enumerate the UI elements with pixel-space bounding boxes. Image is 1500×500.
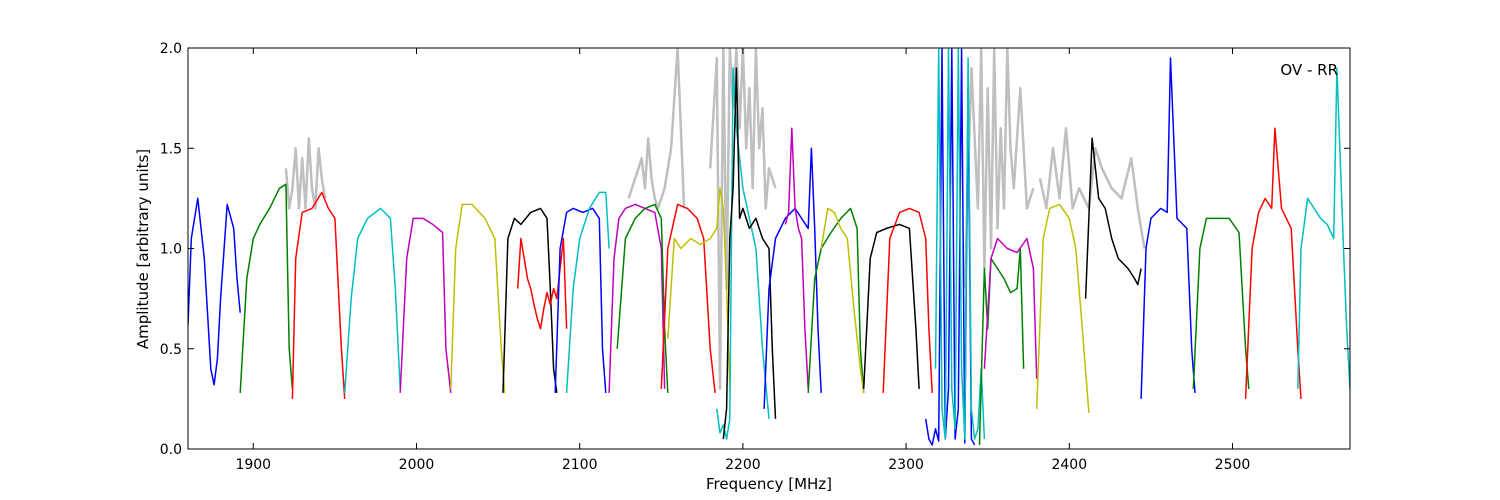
band-trace-3 <box>343 207 401 393</box>
reference-trace-3 <box>963 48 1035 289</box>
band-trace-8 <box>554 207 607 393</box>
band-trace-28 <box>1140 57 1196 399</box>
band-trace-6 <box>502 207 558 393</box>
band-trace-17 <box>784 127 809 389</box>
band-trace-27 <box>1084 137 1142 299</box>
y-tick-label: 1.0 <box>160 242 182 258</box>
band-trace-31 <box>1297 67 1350 389</box>
polarization-annotation: OV - RR <box>1280 61 1338 79</box>
band-trace-5 <box>450 203 506 393</box>
band-trace-14 <box>716 67 770 440</box>
band-trace-15 <box>722 67 777 440</box>
band-trace-20 <box>862 223 920 389</box>
x-tick-label: 2100 <box>562 457 598 473</box>
band-traces <box>188 48 1350 446</box>
band-trace-30 <box>1244 127 1302 399</box>
band-trace-24 <box>978 247 1025 446</box>
reference-trace-1 <box>627 48 686 210</box>
x-tick-label: 2300 <box>888 457 924 473</box>
x-tick-label: 2200 <box>725 457 761 473</box>
x-tick-label: 1900 <box>235 457 271 473</box>
band-trace-25 <box>983 237 1038 379</box>
x-tick-label: 2400 <box>1051 457 1087 473</box>
reference-trace-0 <box>284 136 327 210</box>
band-trace-2 <box>291 191 346 399</box>
band-trace-29 <box>1192 217 1250 389</box>
x-axis: 1900 2000 2100 2200 2300 2400 2500 <box>235 48 1250 473</box>
band-trace-11 <box>616 203 669 393</box>
band-trace-0 <box>188 197 241 386</box>
band-trace-12 <box>660 203 716 393</box>
band-trace-21 <box>882 207 933 393</box>
y-tick-label: 1.5 <box>160 141 182 157</box>
y-tick-label: 2.0 <box>160 41 182 57</box>
x-tick-label: 2000 <box>399 457 435 473</box>
band-trace-9 <box>565 191 610 393</box>
band-trace-18 <box>807 207 865 393</box>
y-tick-label: 0.5 <box>160 342 182 358</box>
band-trace-10 <box>608 203 666 393</box>
band-trace-26 <box>1035 203 1090 413</box>
y-axis: 0.0 0.5 1.0 1.5 2.0 <box>160 41 1350 458</box>
band-trace-1 <box>239 183 294 393</box>
band-trace-16 <box>763 147 822 409</box>
y-axis-label: Amplitude [arbitrary units] <box>134 149 152 349</box>
reference-trace-2 <box>708 48 777 391</box>
x-axis-label: Frequency [MHz] <box>706 475 832 493</box>
y-tick-label: 0.0 <box>160 442 182 458</box>
band-trace-4 <box>399 217 452 393</box>
band-trace-13 <box>667 187 731 389</box>
x-tick-label: 2500 <box>1215 457 1251 473</box>
band-trace-19 <box>820 207 865 394</box>
band-trace-23 <box>934 48 986 440</box>
